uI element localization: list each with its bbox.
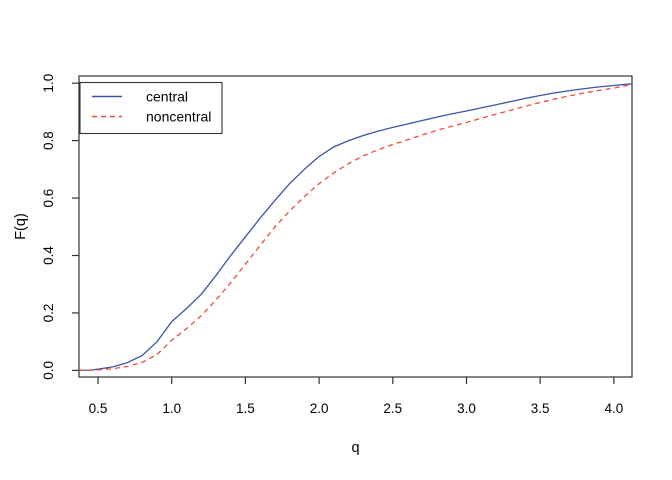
x-axis-title: q — [351, 440, 359, 456]
legend-label-noncentral: noncentral — [146, 109, 211, 125]
y-tick-label: 0.0 — [41, 361, 56, 380]
y-tick-label: 1.0 — [41, 74, 56, 93]
plot-box — [78, 75, 633, 378]
x-tick-label: 3.5 — [531, 401, 550, 416]
y-tick-label: 0.4 — [41, 246, 56, 265]
x-tick-label: 1.0 — [162, 401, 181, 416]
x-tick-label: 4.0 — [604, 401, 623, 416]
x-tick-label: 2.0 — [310, 401, 329, 416]
y-axis-ticks: 0.0 0.2 0.4 0.6 0.8 1.0 — [41, 74, 79, 380]
y-tick-label: 0.8 — [41, 131, 56, 150]
y-tick-label: 0.6 — [41, 189, 56, 208]
central-curve — [78, 83, 633, 372]
y-tick-label: 0.2 — [41, 304, 56, 323]
noncentral-curve — [78, 83, 633, 372]
legend: central noncentral — [79, 81, 223, 135]
y-axis-title: F(q) — [13, 213, 29, 240]
x-axis-ticks: 0.5 1.0 1.5 2.0 2.5 3.0 3.5 4.0 — [89, 377, 623, 416]
series-lines — [78, 83, 633, 372]
x-tick-label: 2.5 — [383, 401, 402, 416]
legend-label-central: central — [146, 89, 188, 105]
legend-box — [79, 81, 223, 135]
x-tick-label: 0.5 — [89, 401, 108, 416]
x-tick-label: 1.5 — [236, 401, 255, 416]
x-tick-label: 3.0 — [457, 401, 476, 416]
